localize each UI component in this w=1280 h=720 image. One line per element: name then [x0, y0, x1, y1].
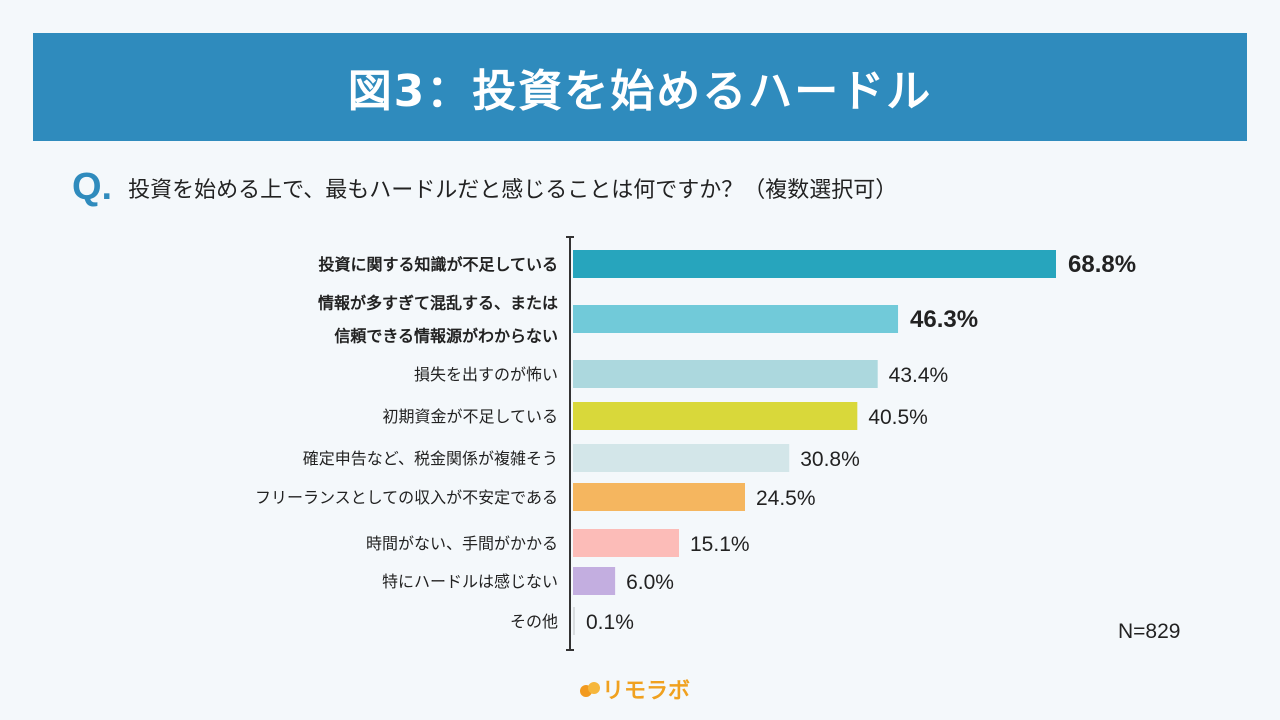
value-label: 6.0% — [626, 571, 674, 594]
category-label: 信頼できる情報源がわからない — [334, 327, 558, 346]
value-label: 24.5% — [756, 487, 816, 510]
value-label: 0.1% — [586, 611, 634, 634]
category-label: 投資に関する知識が不足している — [318, 255, 558, 274]
sample-size: N=829 — [1118, 620, 1181, 643]
category-label: 損失を出すのが怖い — [414, 365, 558, 384]
value-label: 30.8% — [800, 448, 860, 471]
category-label: フリーランスとしての収入が不安定である — [255, 488, 558, 507]
category-label: 初期資金が不足している — [382, 407, 558, 426]
page-title: 図3：投資を始めるハードル — [347, 66, 933, 117]
bar — [573, 250, 1056, 278]
category-label: 情報が多すぎて混乱する、または — [318, 294, 558, 313]
category-label: 確定申告など、税金関係が複雑そう — [303, 449, 558, 468]
category-label: その他 — [510, 612, 558, 631]
logo: リモラボ — [580, 673, 690, 705]
value-label: 43.4% — [889, 364, 949, 387]
logo-mark-icon — [580, 680, 602, 698]
bar — [573, 305, 899, 333]
question: Q. 投資を始める上で、最もハードルだと感じることは何ですか？（複数選択可） — [72, 166, 897, 209]
value-label: 46.3% — [910, 306, 978, 333]
bar — [573, 529, 680, 557]
bar — [573, 567, 616, 595]
category-label: 特にハードルは感じない — [382, 572, 558, 591]
question-mark: Q. — [72, 166, 113, 208]
bar — [573, 483, 745, 511]
logo-text: リモラボ — [602, 679, 691, 704]
bar — [573, 607, 575, 635]
question-text: 投資を始める上で、最もハードルだと感じることは何ですか？（複数選択可） — [128, 177, 898, 203]
bar — [573, 360, 878, 388]
bar — [573, 444, 790, 472]
bar — [573, 402, 858, 430]
value-label: 68.8% — [1068, 251, 1136, 278]
title-banner: 図3：投資を始めるハードル — [33, 33, 1247, 141]
value-label: 15.1% — [690, 533, 750, 556]
value-label: 40.5% — [868, 406, 928, 429]
category-label: 時間がない、手間がかかる — [366, 534, 558, 553]
